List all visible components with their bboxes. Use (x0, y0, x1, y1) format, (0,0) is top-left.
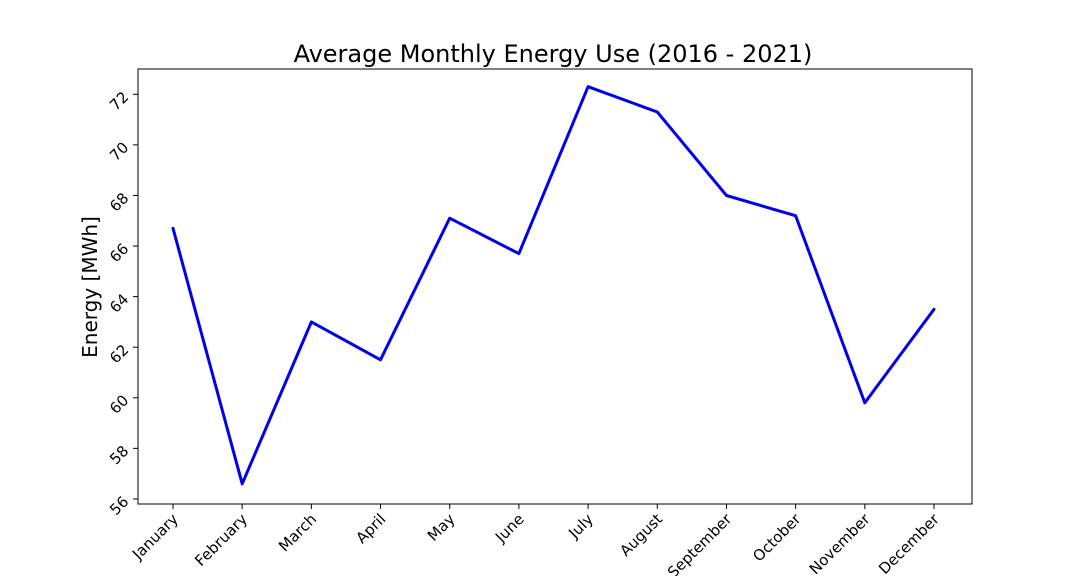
y-tick-label: 68 (106, 189, 132, 215)
chart-title: Average Monthly Energy Use (2016 - 2021) (294, 40, 813, 68)
y-tick-label: 58 (106, 442, 132, 468)
series-group (171, 85, 936, 486)
y-tick-label: 72 (106, 88, 132, 114)
y-axis-label: Energy [MWh] (78, 216, 102, 358)
y-tick-label: 62 (106, 341, 132, 367)
y-tick-label: 66 (106, 240, 132, 266)
x-axis: January February March April May June July Augu… (128, 504, 943, 576)
y-tick-label: 56 (106, 493, 132, 519)
x-tick-label: January (128, 510, 182, 564)
x-tick-label: April (352, 510, 389, 547)
y-tick-label: 64 (106, 290, 132, 316)
x-tick-label: June (491, 510, 528, 547)
x-tick-label: September (664, 510, 736, 576)
series-line (171, 85, 936, 486)
x-tick-label: August (616, 510, 666, 560)
x-tick-label: October (749, 510, 805, 566)
x-tick-label: December (875, 510, 943, 576)
x-tick-label: February (191, 510, 251, 570)
x-tick-label: July (564, 510, 597, 543)
x-tick-label: March (275, 510, 320, 555)
plot-frame (137, 68, 973, 505)
y-tick-label: 60 (106, 391, 132, 417)
x-tick-label: November (806, 510, 874, 576)
x-tick-label: May (424, 510, 459, 545)
y-axis: 56 58 60 62 64 66 68 70 72 (106, 88, 138, 519)
y-tick-label: 70 (106, 139, 132, 165)
